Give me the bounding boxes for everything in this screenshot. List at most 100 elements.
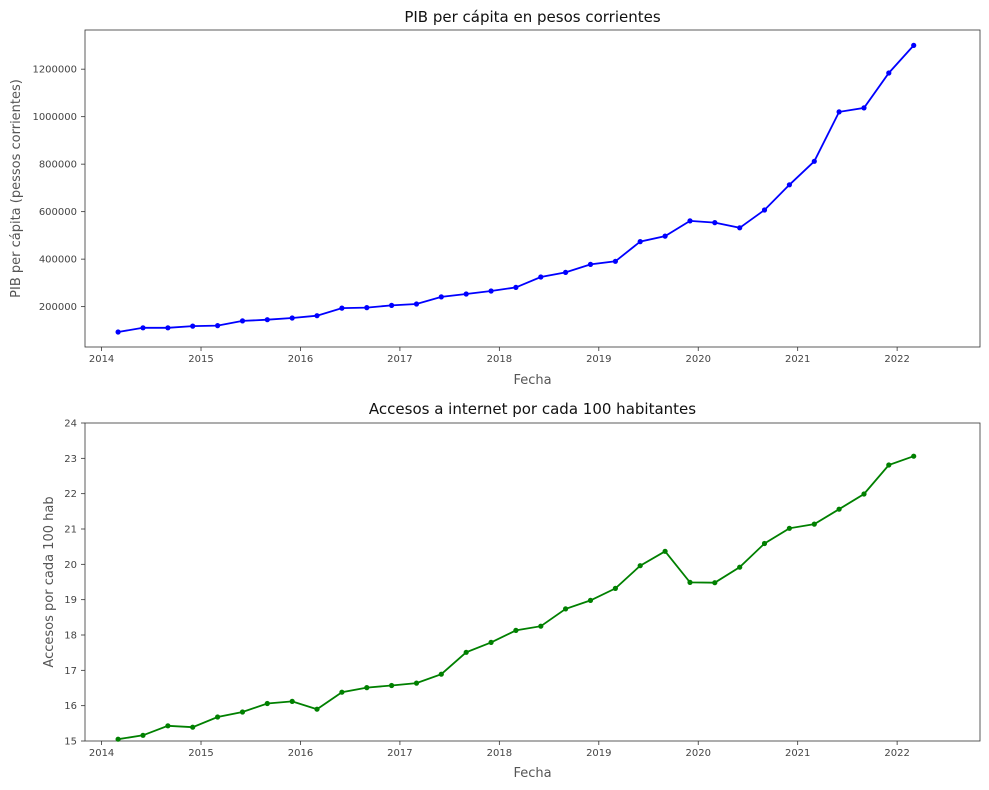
data-point [140, 325, 146, 331]
data-point [215, 323, 221, 329]
data-point [239, 709, 246, 715]
data-point [165, 723, 171, 729]
x-tick-label: 2014 [89, 748, 114, 759]
data-point [587, 261, 594, 267]
plot-frame [84, 422, 981, 742]
chart-2: Accesos a internet por cada 100 habitant… [42, 400, 981, 781]
data-point [662, 548, 668, 554]
data-point [264, 700, 270, 707]
x-tick-label: 2016 [288, 354, 313, 365]
x-tick-label: 2022 [884, 354, 909, 365]
y-tick-label: 17 [64, 666, 77, 677]
y-tick-label: 1000000 [32, 112, 77, 123]
x-axis-label: Fecha [513, 766, 551, 781]
data-point [811, 521, 817, 527]
data-point [836, 506, 842, 512]
data-point [886, 70, 892, 76]
x-tick-label: 2015 [188, 748, 213, 759]
data-point [364, 685, 370, 691]
x-tick-label: 2020 [686, 748, 711, 759]
y-tick-label: 800000 [39, 160, 77, 171]
plot-frame [84, 29, 981, 348]
y-tick-label: 1200000 [32, 65, 77, 76]
data-point [612, 258, 619, 264]
data-point [190, 323, 196, 329]
x-tick-label: 2019 [586, 354, 611, 365]
data-point [761, 540, 768, 547]
data-point [786, 182, 793, 188]
data-point [662, 233, 668, 239]
data-point [165, 325, 171, 331]
data-point [811, 158, 817, 164]
data-point [314, 313, 320, 319]
data-point [314, 706, 320, 712]
data-point [413, 301, 420, 307]
y-axis-label: Accesos por cada 100 hab [42, 496, 57, 667]
data-point [513, 627, 519, 634]
data-point [563, 269, 569, 275]
y-tick-label: 20 [64, 560, 77, 571]
data-point [215, 714, 221, 720]
data-point [737, 225, 743, 231]
data-point [463, 649, 469, 655]
data-point [115, 329, 121, 335]
x-tick-label: 2022 [884, 748, 909, 759]
y-tick-label: 23 [64, 454, 77, 465]
x-tick-label: 2021 [785, 748, 810, 759]
data-point [637, 239, 643, 245]
y-tick-label: 400000 [39, 255, 77, 266]
x-tick-label: 2015 [188, 354, 213, 365]
x-tick-label: 2016 [288, 748, 313, 759]
x-tick-label: 2017 [387, 354, 412, 365]
chart-title: Accesos a internet por cada 100 habitant… [369, 400, 696, 418]
data-point [538, 274, 544, 280]
x-axis-label: Fecha [513, 373, 551, 388]
series-line [117, 455, 914, 741]
y-tick-label: 18 [64, 631, 77, 642]
y-tick-label: 21 [64, 525, 77, 536]
x-tick-label: 2020 [686, 354, 711, 365]
data-point [836, 109, 842, 115]
data-point [190, 724, 196, 730]
data-point [413, 680, 420, 686]
data-point [140, 732, 146, 738]
y-tick-label: 16 [64, 701, 77, 712]
data-point [737, 564, 743, 570]
data-point [513, 284, 519, 290]
data-point [911, 42, 917, 49]
data-point [861, 491, 867, 497]
data-point [612, 585, 619, 592]
data-point [712, 580, 718, 586]
data-point [438, 294, 444, 300]
data-point [786, 525, 793, 531]
y-tick-label: 15 [64, 737, 77, 748]
data-point [712, 220, 718, 226]
chart-title: PIB per cápita en pesos corrientes [404, 8, 661, 26]
data-point [239, 318, 246, 324]
data-point [264, 317, 270, 323]
data-point [886, 462, 892, 468]
y-tick-label: 200000 [39, 302, 77, 313]
data-point [115, 736, 121, 742]
data-point [538, 623, 544, 629]
x-tick-label: 2019 [586, 748, 611, 759]
data-point [389, 682, 395, 689]
x-tick-label: 2018 [487, 354, 512, 365]
x-tick-label: 2017 [387, 748, 412, 759]
y-tick-label: 600000 [39, 207, 77, 218]
data-point [364, 305, 370, 311]
data-point [911, 453, 917, 459]
data-point [488, 288, 494, 294]
data-point [438, 671, 444, 677]
data-point [563, 606, 569, 612]
data-point [587, 597, 594, 604]
data-point [389, 302, 395, 308]
data-point [463, 291, 469, 297]
data-point [339, 305, 345, 311]
y-tick-label: 19 [64, 595, 77, 606]
data-point [861, 105, 867, 111]
data-point [289, 315, 295, 321]
y-axis-label: PIB per cápita (pessos corrientes) [9, 79, 24, 298]
data-point [687, 218, 693, 224]
